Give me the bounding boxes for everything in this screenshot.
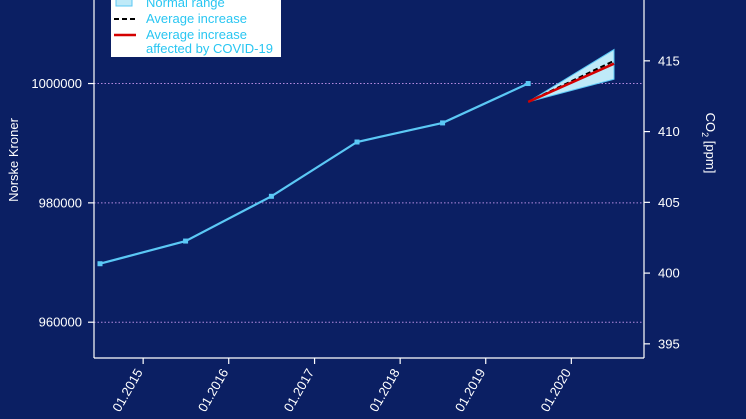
y-axis-right-title-main: CO — [703, 113, 718, 133]
left-tick-label-1: 980000 — [39, 195, 82, 210]
normal-range-band — [527, 48, 615, 103]
data-point-4 — [440, 120, 446, 126]
gridlines — [94, 83, 644, 323]
right-tick-label-1: 400 — [658, 266, 680, 281]
legend: Normal range Average increase Average in… — [111, 0, 281, 57]
axes — [93, 0, 645, 359]
right-axis-ticks: 395 400 405 410 415 — [644, 53, 680, 351]
legend-label-average: Average increase — [146, 11, 247, 26]
y-axis-right-title: CO2 [ppm] — [700, 113, 718, 174]
y-axis-left-title: Norske Kroner — [6, 117, 21, 201]
data-point-5 — [525, 81, 531, 87]
x-axis-ticks: 01.2015 01.2016 01.2017 01.2018 01.2019 01.20… — [109, 358, 574, 414]
legend-label-covid-line2: affected by COVID-19 — [146, 41, 273, 56]
projection-lines — [527, 59, 615, 104]
data-point-1 — [183, 238, 189, 244]
x-tick-label-0: 01.2015 — [109, 366, 145, 414]
legend-label-covid-line1: Average increase — [146, 27, 247, 42]
data-point-0 — [97, 261, 103, 267]
x-tick-label-1: 01.2016 — [195, 366, 231, 414]
x-tick-label-5: 01.2020 — [537, 366, 573, 414]
right-tick-label-2: 405 — [658, 195, 680, 210]
covid-affected-line — [527, 62, 615, 104]
left-tick-label-0: 960000 — [39, 315, 82, 330]
left-axis-ticks: 960000 980000 1000000 — [31, 76, 94, 330]
legend-swatch-normal-range — [115, 0, 133, 7]
left-tick-label-2: 1000000 — [31, 76, 82, 91]
legend-box — [111, 0, 281, 57]
data-point-3 — [354, 139, 360, 145]
data-point-2 — [268, 193, 274, 199]
x-tick-label-4: 01.2019 — [452, 366, 488, 414]
y-axis-right-title-sub: 2 — [700, 132, 710, 137]
legend-label-normal-range: Normal range — [146, 0, 225, 10]
right-tick-label-0: 395 — [658, 336, 680, 351]
y-axis-right-title-unit: [ppm] — [703, 137, 718, 173]
right-tick-label-3: 410 — [658, 124, 680, 139]
series — [97, 81, 531, 267]
right-tick-label-4: 415 — [658, 53, 680, 68]
x-tick-label-3: 01.2018 — [366, 366, 402, 414]
series-line-0 — [99, 82, 529, 265]
x-tick-label-2: 01.2017 — [281, 366, 317, 414]
normal-range-area — [527, 48, 615, 103]
